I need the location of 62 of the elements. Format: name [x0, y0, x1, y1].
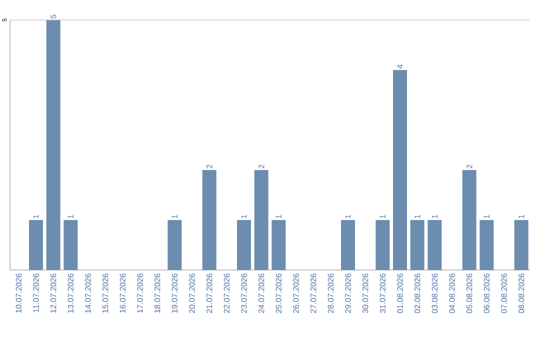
- data-label: 1: [276, 214, 282, 218]
- data-label: 2: [466, 164, 472, 168]
- x-tick-label: 24.07.2026: [258, 274, 264, 313]
- bar: [410, 220, 424, 270]
- data-label: 1: [380, 214, 386, 218]
- x-tick-label: 29.07.2026: [345, 274, 351, 313]
- data-label: 1: [432, 214, 438, 218]
- x-tick-label: 27.07.2026: [310, 274, 316, 313]
- bar: [376, 220, 390, 270]
- x-tick-label: 31.07.2026: [380, 274, 386, 314]
- x-tick-label: 21.07.2026: [206, 274, 212, 313]
- x-tick-label: 16.07.2026: [120, 274, 126, 313]
- x-tick-label: 30.07.2026: [362, 274, 368, 314]
- data-label: 1: [241, 214, 247, 218]
- x-tick-label: 10.07.2026: [16, 274, 22, 313]
- x-tick-label: 05.08.2026: [466, 274, 472, 314]
- bar: [462, 170, 476, 270]
- bar: [64, 220, 78, 270]
- x-tick-label: 25.07.2026: [276, 274, 282, 313]
- bar: [254, 170, 268, 270]
- x-tick-label: 11.07.2026: [33, 274, 39, 312]
- data-label: 4: [397, 64, 403, 69]
- x-tick-label: 03.08.2026: [432, 274, 438, 314]
- data-label: 1: [484, 214, 490, 218]
- data-label: 2: [206, 164, 212, 168]
- bar: [29, 220, 43, 270]
- data-label: 5: [50, 14, 56, 18]
- x-tick-label: 06.08.2026: [484, 274, 490, 314]
- bar: [480, 220, 494, 270]
- bar: [341, 220, 356, 270]
- x-tick-label: 18.07.2026: [154, 274, 160, 313]
- x-tick-label: 14.07.2026: [85, 274, 91, 313]
- x-tick-label: 13.07.2026: [68, 274, 74, 313]
- x-tick-label: 19.07.2026: [172, 274, 178, 313]
- x-tick-label: 22.07.2026: [224, 274, 230, 313]
- x-tick-label: 15.07.2026: [102, 274, 108, 313]
- bar: [393, 70, 407, 270]
- bar: [514, 220, 528, 270]
- data-label: 1: [172, 214, 178, 218]
- x-tick-label: 12.07.2026: [50, 274, 56, 313]
- data-label: 1: [414, 214, 420, 218]
- x-tick-label: 04.08.2026: [449, 274, 455, 314]
- bar: [202, 170, 216, 270]
- data-label: 1: [518, 214, 524, 218]
- x-tick-label: 02.08.2026: [414, 274, 420, 314]
- bar: [428, 220, 442, 270]
- data-label: 1: [68, 214, 74, 218]
- data-label: 1: [33, 214, 39, 218]
- x-tick-label: 01.08.2026: [397, 274, 403, 314]
- x-tick-label: 07.08.2026: [501, 274, 507, 314]
- bar: [272, 220, 286, 270]
- x-tick-label: 17.07.2026: [137, 274, 143, 313]
- bar: [168, 220, 182, 270]
- bar: [46, 20, 60, 270]
- x-tick-label: 20.07.2026: [189, 274, 195, 313]
- x-tick-label: 08.08.2026: [518, 274, 524, 314]
- data-label: 2: [258, 164, 264, 168]
- x-tick-label: 23.07.2026: [241, 274, 247, 313]
- data-label: 1: [345, 214, 351, 218]
- x-tick-label: 28.07.2026: [328, 274, 334, 313]
- x-tick-label: 26.07.2026: [293, 274, 299, 313]
- bar: [237, 220, 251, 270]
